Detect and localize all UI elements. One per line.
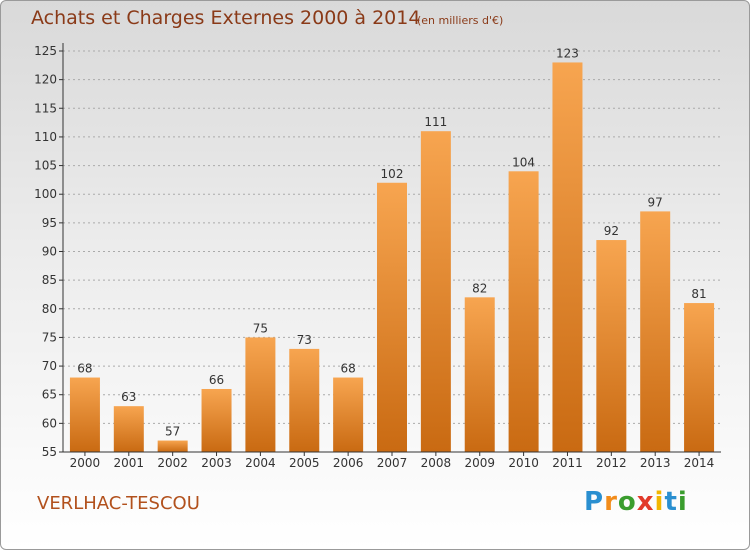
x-tick-label: 2005 xyxy=(289,456,320,470)
logo-letter: x xyxy=(636,487,655,517)
x-tick-label: 2001 xyxy=(114,456,145,470)
logo-letter: r xyxy=(604,487,618,517)
data-label: 111 xyxy=(424,115,447,129)
bar xyxy=(377,182,407,452)
logo-letter: i xyxy=(677,487,688,517)
x-tick-label: 2009 xyxy=(464,456,495,470)
data-label: 82 xyxy=(472,281,487,295)
data-label: 92 xyxy=(604,224,619,238)
x-tick-label: 2010 xyxy=(508,456,539,470)
y-tick-label: 115 xyxy=(34,101,57,115)
y-tick-label: 65 xyxy=(42,388,57,402)
x-tick-label: 2003 xyxy=(201,456,232,470)
y-tick-label: 85 xyxy=(42,273,57,287)
data-label: 68 xyxy=(77,362,92,376)
y-tick-label: 60 xyxy=(42,416,57,430)
bar xyxy=(552,62,583,452)
proxiti-logo: Proxiti xyxy=(584,487,688,517)
chart-subtitle: (en milliers d'€) xyxy=(417,14,504,27)
data-label: 73 xyxy=(297,333,312,347)
y-tick-label: 55 xyxy=(42,445,57,459)
data-label: 66 xyxy=(209,373,224,387)
y-tick-label: 80 xyxy=(42,302,57,316)
x-tick-label: 2011 xyxy=(552,456,583,470)
bar xyxy=(464,297,495,452)
logo-letter: P xyxy=(584,487,605,517)
logo-letter: t xyxy=(664,487,678,517)
bar xyxy=(69,377,100,452)
data-label: 104 xyxy=(512,155,535,169)
data-label: 75 xyxy=(253,321,268,335)
x-tick-label: 2000 xyxy=(70,456,101,470)
y-tick-label: 75 xyxy=(42,330,57,344)
logo-letter: i xyxy=(654,487,665,517)
bar xyxy=(684,303,715,452)
bar xyxy=(333,377,364,452)
bar xyxy=(157,440,188,452)
bar xyxy=(420,131,451,452)
y-tick-label: 90 xyxy=(42,245,57,259)
y-tick-label: 110 xyxy=(34,130,57,144)
data-label: 68 xyxy=(340,362,355,376)
x-tick-label: 2012 xyxy=(596,456,627,470)
bar xyxy=(640,211,671,452)
y-tick-label: 70 xyxy=(42,359,57,373)
data-label: 123 xyxy=(556,46,579,60)
commune-name: VERLHAC-TESCOU xyxy=(37,493,200,514)
data-label: 102 xyxy=(381,167,404,181)
x-tick-label: 2008 xyxy=(421,456,452,470)
logo-letter: o xyxy=(617,487,637,517)
x-tick-label: 2014 xyxy=(684,456,715,470)
x-tick-label: 2006 xyxy=(333,456,364,470)
y-tick-label: 100 xyxy=(34,187,57,201)
x-tick-label: 2002 xyxy=(157,456,188,470)
bar xyxy=(113,406,144,452)
bar xyxy=(245,337,276,452)
data-label: 97 xyxy=(648,195,663,209)
bar xyxy=(201,388,232,452)
x-tick-label: 2004 xyxy=(245,456,276,470)
data-label: 81 xyxy=(691,287,706,301)
chart-title: Achats et Charges Externes 2000 à 2014 xyxy=(31,7,421,29)
y-tick-label: 105 xyxy=(34,159,57,173)
data-label: 57 xyxy=(165,425,180,439)
bar xyxy=(289,348,320,452)
x-tick-label: 2013 xyxy=(640,456,671,470)
bar xyxy=(508,171,539,453)
x-tick-label: 2007 xyxy=(377,456,408,470)
y-tick-label: 95 xyxy=(42,216,57,230)
bar xyxy=(596,240,627,452)
data-label: 63 xyxy=(121,390,136,404)
y-tick-label: 120 xyxy=(34,73,57,87)
y-tick-label: 125 xyxy=(34,44,57,58)
